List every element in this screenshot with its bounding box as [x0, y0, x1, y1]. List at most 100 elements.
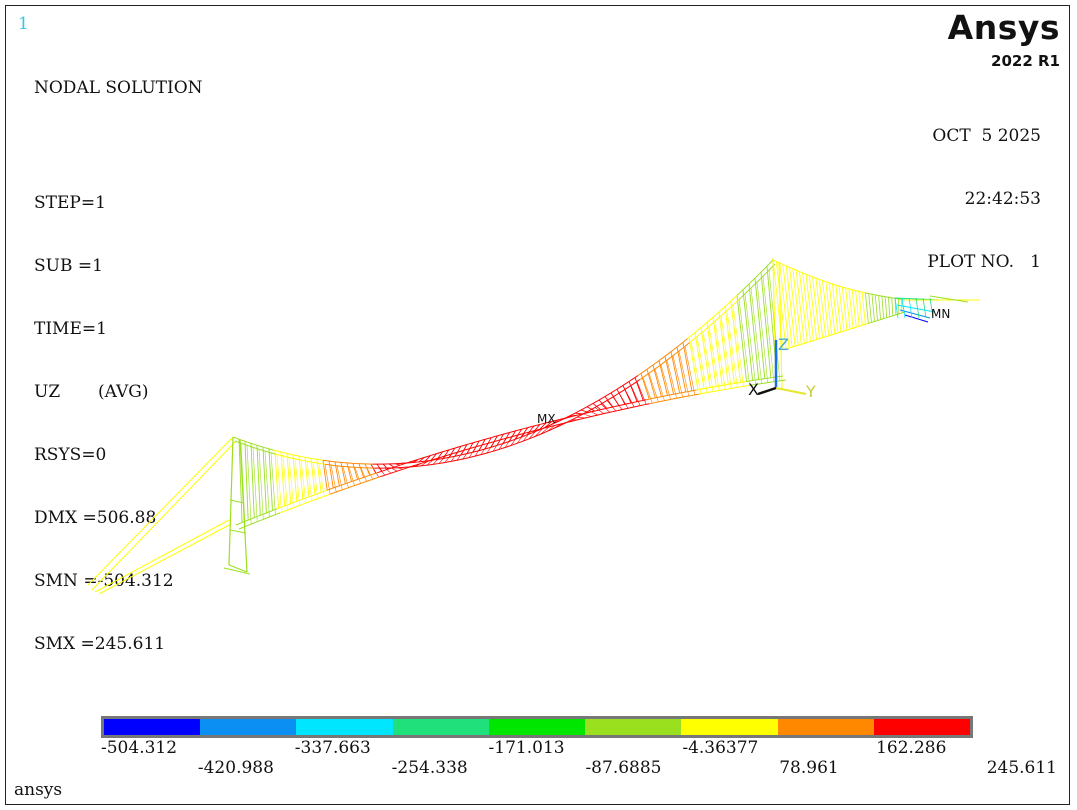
main-cable-segment: [441, 461, 447, 464]
side-span-deck: [862, 323, 866, 326]
deck-segment: [699, 392, 705, 395]
deck-segment: [709, 386, 715, 389]
deck-segment: [744, 384, 750, 387]
hanger: [658, 360, 668, 396]
side-span-hanger: [789, 267, 799, 346]
legend-label-top-1: -337.663: [294, 738, 371, 758]
main-cable-segment: [243, 443, 249, 447]
deck-segment: [393, 470, 399, 473]
hanger: [276, 454, 282, 513]
side-span-hanger: [855, 290, 860, 327]
main-cable-segment: [482, 452, 488, 455]
main-cable-segment: [633, 375, 639, 379]
info-rsys: RSYS=0: [34, 445, 107, 465]
deck-segment: [507, 436, 513, 439]
deck-segment: [276, 506, 282, 510]
main-cable-segment: [268, 448, 274, 451]
deck-segment: [395, 464, 401, 468]
hanger: [760, 272, 772, 378]
main-cable-segment: [547, 423, 553, 427]
deck-segment: [235, 522, 241, 526]
deck-segment: [717, 389, 723, 392]
hanger: [304, 457, 310, 497]
deck-segment: [644, 403, 650, 406]
legend-swatch-1: [200, 719, 297, 735]
side-span-deck: [795, 344, 799, 347]
hanger: [352, 463, 358, 480]
deck-segment: [776, 380, 782, 382]
main-cable-segment: [239, 442, 245, 445]
main-cable-segment: [617, 390, 623, 395]
side-span-deck: [883, 317, 887, 320]
side-span-cable: [842, 286, 846, 289]
deck-segment: [700, 387, 706, 390]
main-cable-segment: [698, 331, 704, 336]
hanger: [310, 458, 316, 495]
tower-leg: [228, 436, 234, 566]
side-span-hanger: [881, 296, 885, 319]
main-cable-segment: [475, 449, 481, 452]
deck-segment: [668, 393, 674, 396]
main-cable-segment: [295, 455, 301, 457]
side-span-deck: [868, 321, 872, 324]
main-cable-segment: [331, 460, 337, 463]
main-cable-segment: [741, 286, 747, 292]
hanger: [540, 426, 550, 435]
hanger: [306, 461, 313, 501]
deck-segment: [407, 465, 413, 469]
main-cable-segment: [684, 342, 690, 347]
hanger: [460, 444, 468, 456]
side-span-hanger: [795, 270, 805, 344]
deck-segment: [530, 429, 536, 433]
max-marker: MX: [537, 412, 556, 426]
main-cable-segment: [457, 454, 463, 457]
side-span-cable: [795, 269, 800, 272]
hanger: [768, 270, 781, 381]
side-span-hanger: [808, 275, 817, 340]
main-cable-segment: [718, 307, 724, 313]
deck-segment: [377, 470, 383, 474]
deck-segment: [627, 402, 633, 405]
deck-segment: [445, 449, 451, 452]
main-cable-segment: [691, 330, 697, 336]
hanger: [346, 462, 352, 482]
hanger: [522, 431, 531, 442]
deck-segment: [553, 424, 559, 427]
deck-segment: [650, 397, 656, 400]
side-span-cable: [838, 285, 843, 288]
main-cable-segment: [324, 463, 330, 466]
deck-segment: [550, 420, 556, 423]
deck-segment: [664, 394, 670, 397]
main-cable-segment: [304, 456, 310, 459]
main-cable-segment: [639, 376, 645, 380]
side-span-deck: [843, 329, 848, 332]
hanger: [258, 449, 264, 520]
deck-segment: [532, 424, 537, 427]
side-span-hanger: [891, 297, 894, 316]
deck-segment: [477, 439, 483, 442]
hanger: [294, 458, 301, 506]
hanger: [588, 410, 598, 416]
main-cable-segment: [597, 397, 603, 402]
y-axis-line: [775, 387, 807, 395]
main-cable-segment: [534, 429, 540, 433]
main-cable-segment: [558, 423, 564, 427]
deck-segment: [416, 462, 422, 466]
deck-segment: [681, 396, 686, 398]
deck-segment: [272, 508, 278, 512]
main-cable-segment: [736, 290, 742, 296]
main-cable-segment: [257, 448, 263, 451]
side-span-deck: [788, 346, 793, 349]
deck-segment: [548, 425, 554, 428]
main-cable-segment: [644, 372, 650, 377]
main-cable-segment: [756, 277, 762, 283]
deck-segment: [243, 524, 249, 528]
deck-segment: [640, 404, 645, 407]
deck-segment: [375, 476, 381, 479]
backstay-cable: [87, 436, 234, 586]
deck-segment: [618, 404, 624, 407]
hanger: [534, 428, 544, 437]
main-cable-segment: [329, 464, 335, 466]
graphics-viewport[interactable]: 1 NODAL SOLUTION STEP=1 SUB =1 TIME=1 UZ…: [5, 5, 1070, 805]
